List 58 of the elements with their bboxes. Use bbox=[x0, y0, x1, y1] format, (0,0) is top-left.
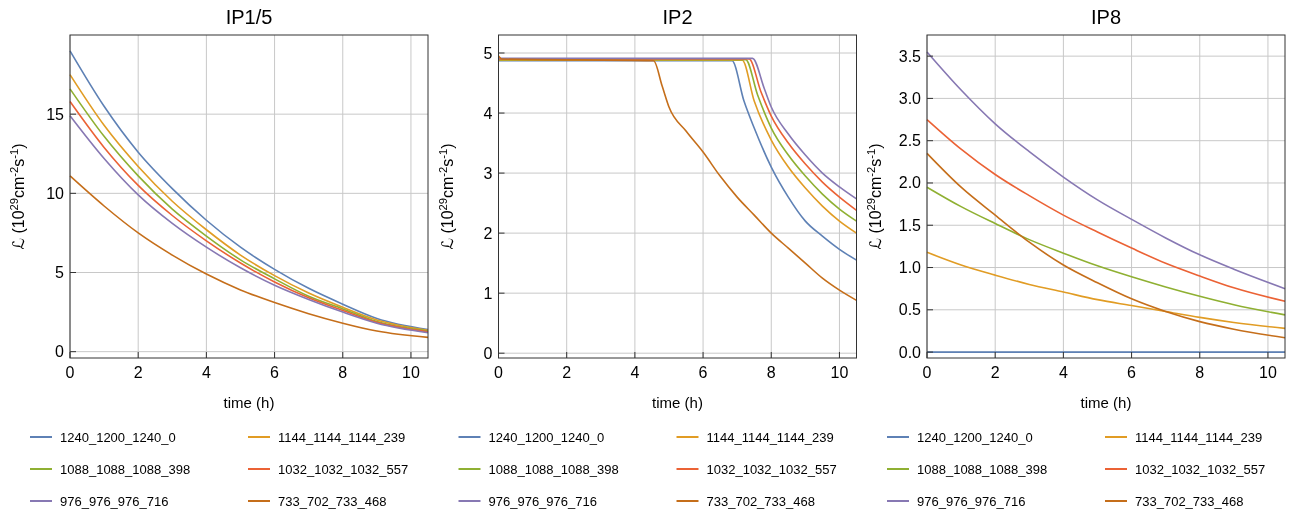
x-tick-label: 6 bbox=[1127, 364, 1137, 381]
x-tick-label: 2 bbox=[562, 364, 572, 381]
x-tick-label: 6 bbox=[270, 364, 280, 381]
x-tick-label: 2 bbox=[133, 364, 143, 381]
legend-label: 733_702_733_468 bbox=[706, 493, 815, 509]
x-tick-label: 4 bbox=[630, 364, 640, 381]
legend-label: 1144_1144_1144_239 bbox=[278, 429, 406, 445]
y-tick-label: 2 bbox=[483, 224, 493, 242]
x-tick-label: 8 bbox=[766, 364, 776, 381]
y-tick-label: 4 bbox=[483, 104, 493, 122]
legend-label: 1032_1032_1032_557 bbox=[1135, 461, 1266, 477]
legend-label: 1144_1144_1144_239 bbox=[1135, 429, 1263, 445]
y-tick-label: 0.0 bbox=[898, 343, 922, 361]
x-tick-label: 10 bbox=[402, 364, 420, 381]
x-axis-title: time (h) bbox=[223, 394, 275, 411]
legend-label: 733_702_733_468 bbox=[1135, 493, 1244, 509]
y-tick-label: 2.0 bbox=[898, 174, 922, 192]
y-tick-label: 2.5 bbox=[898, 132, 922, 150]
x-tick-label: 8 bbox=[338, 364, 348, 381]
x-axis-title: time (h) bbox=[1080, 394, 1132, 411]
legend-label: 976_976_976_716 bbox=[488, 493, 597, 509]
y-tick-label: 10 bbox=[46, 184, 65, 202]
legend-label: 1088_1088_1088_398 bbox=[488, 461, 619, 477]
chart-title: IP8 bbox=[1090, 6, 1122, 28]
x-tick-label: 4 bbox=[201, 364, 211, 381]
legend-label: 1032_1032_1032_557 bbox=[706, 461, 837, 477]
y-tick-label: 3.5 bbox=[898, 47, 922, 65]
legend-label: 1088_1088_1088_398 bbox=[917, 461, 1048, 477]
y-tick-label: 3.0 bbox=[898, 89, 922, 107]
y-tick-label: 1 bbox=[483, 284, 493, 302]
chart-title: IP1/5 bbox=[225, 6, 273, 28]
y-tick-label: 0 bbox=[55, 343, 65, 361]
y-tick-label: 5 bbox=[55, 264, 65, 281]
y-tick-label: 0.5 bbox=[898, 301, 922, 319]
x-tick-label: 0 bbox=[494, 364, 504, 381]
x-axis-title: time (h) bbox=[652, 394, 703, 411]
y-tick-label: 1.5 bbox=[898, 216, 922, 234]
chart-title: IP2 bbox=[662, 6, 693, 28]
legend-label: 1240_1200_1240_0 bbox=[917, 429, 1033, 445]
y-tick-label: 5 bbox=[483, 44, 493, 62]
x-tick-label: 4 bbox=[1058, 364, 1068, 381]
y-tick-label: 3 bbox=[483, 164, 493, 182]
x-tick-label: 10 bbox=[1259, 364, 1277, 381]
y-tick-label: 15 bbox=[46, 105, 65, 123]
legend-label: 1240_1200_1240_0 bbox=[488, 429, 605, 445]
x-tick-label: 10 bbox=[830, 364, 849, 381]
legend-label: 1032_1032_1032_557 bbox=[278, 461, 409, 477]
legend-label: 1240_1200_1240_0 bbox=[60, 429, 176, 445]
legend-label: 733_702_733_468 bbox=[278, 493, 387, 509]
legend-label: 1088_1088_1088_398 bbox=[60, 461, 191, 477]
x-tick-label: 2 bbox=[990, 364, 1000, 381]
x-tick-label: 6 bbox=[698, 364, 708, 381]
legend-label: 1144_1144_1144_239 bbox=[706, 429, 834, 445]
y-tick-label: 0 bbox=[483, 344, 493, 362]
y-tick-label: 1.0 bbox=[898, 259, 922, 277]
legend-label: 976_976_976_716 bbox=[60, 493, 169, 509]
x-tick-label: 8 bbox=[1195, 364, 1205, 381]
legend-label: 976_976_976_716 bbox=[917, 493, 1026, 509]
